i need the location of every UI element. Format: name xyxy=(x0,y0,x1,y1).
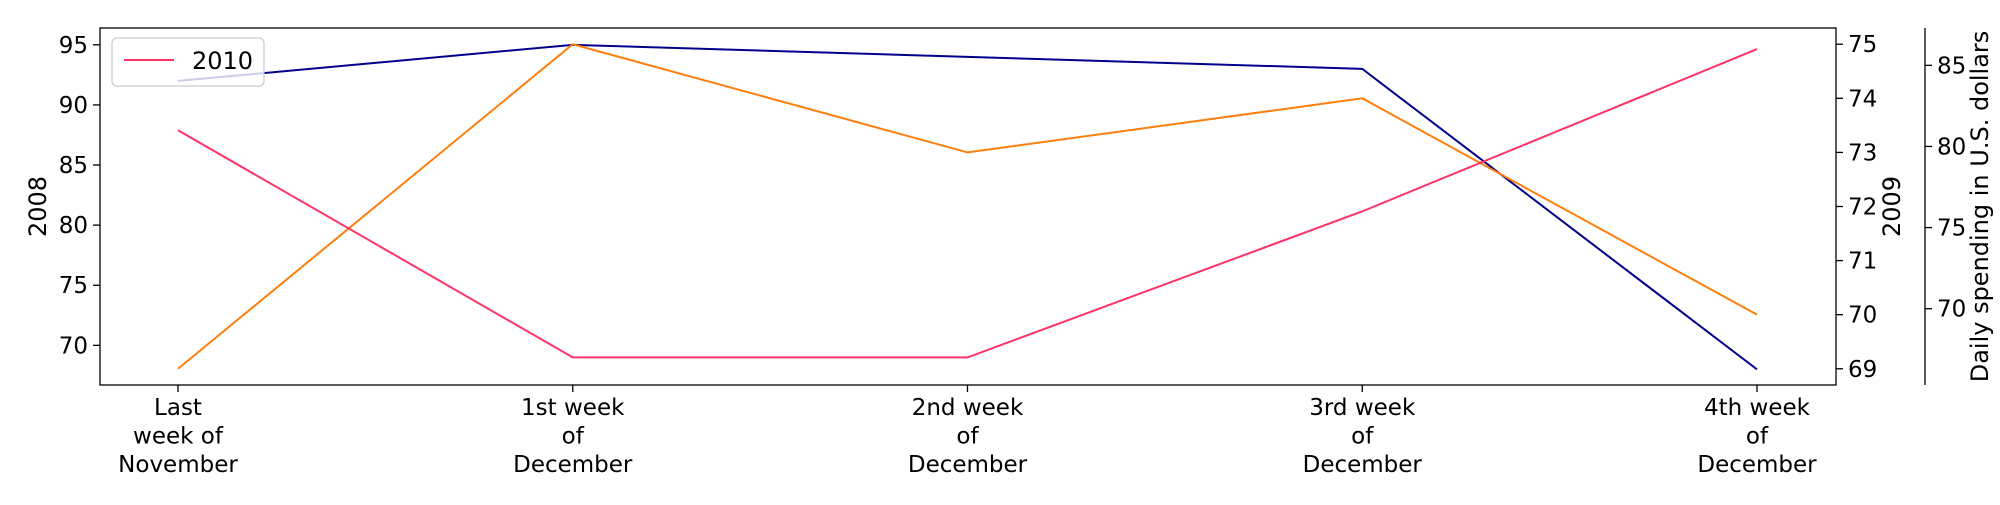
left-y-tick-label: 85 xyxy=(59,153,88,179)
third-y-tick-label: 75 xyxy=(1937,216,1966,242)
series-line-1 xyxy=(178,44,1757,369)
right-y-tick-label: 73 xyxy=(1848,140,1877,166)
x-tick-label: December xyxy=(1303,452,1423,478)
x-tick-label: December xyxy=(513,452,633,478)
x-tick-label: 1st week xyxy=(521,395,625,421)
series-line-0 xyxy=(178,45,1757,370)
x-tick-label: of xyxy=(1351,424,1374,450)
left-y-tick-label: 95 xyxy=(59,33,88,59)
left-y-tick-label: 75 xyxy=(59,273,88,299)
right-y-tick-label: 71 xyxy=(1848,249,1877,275)
x-tick-label: of xyxy=(562,424,585,450)
x-tick-label: 4th week xyxy=(1704,395,1811,421)
right-y-tick-label: 72 xyxy=(1848,195,1877,221)
x-tick-label: Last xyxy=(154,395,202,421)
series-line-2 xyxy=(178,49,1757,357)
right-y-tick-label: 70 xyxy=(1848,303,1877,329)
x-tick-label: December xyxy=(1697,452,1817,478)
x-tick-label: 3rd week xyxy=(1309,395,1416,421)
third-y-tick-label: 70 xyxy=(1937,297,1966,323)
left-y-tick-label: 70 xyxy=(59,333,88,359)
third-y-tick-label: 80 xyxy=(1937,134,1966,160)
third-y-axis-title: Daily spending in U.S. dollars xyxy=(1966,31,1994,383)
x-tick-label: week of xyxy=(133,424,224,450)
right-y-tick-label: 69 xyxy=(1848,357,1877,383)
right-y-tick-label: 74 xyxy=(1848,86,1877,112)
plot-frame xyxy=(100,28,1836,385)
x-tick-label: of xyxy=(1746,424,1769,450)
left-y-axis-title: 2008 xyxy=(24,176,52,237)
x-tick-label: 2nd week xyxy=(912,395,1024,421)
x-tick-label: November xyxy=(118,452,238,478)
right-y-tick-label: 75 xyxy=(1848,32,1877,58)
x-tick-label: of xyxy=(956,424,979,450)
left-y-tick-label: 80 xyxy=(59,213,88,239)
third-y-tick-label: 85 xyxy=(1937,53,1966,79)
right-y-axis-title: 2009 xyxy=(1878,176,1906,237)
legend-label: 2010 xyxy=(192,47,253,75)
x-tick-label: December xyxy=(908,452,1028,478)
left-y-tick-label: 90 xyxy=(59,93,88,119)
